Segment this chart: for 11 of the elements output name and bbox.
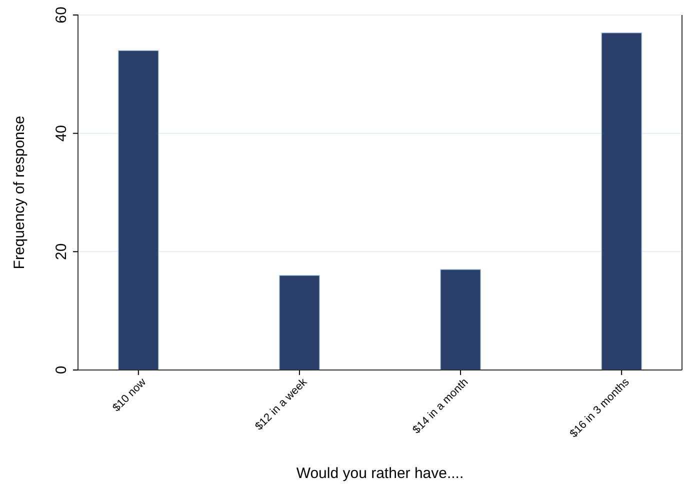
y-tick-label: 0 (53, 366, 70, 374)
x-axis-title: Would you rather have.... (296, 465, 464, 482)
y-tick-label: 60 (53, 6, 70, 24)
bar (118, 50, 159, 370)
y-tick-label: 20 (53, 243, 70, 260)
bar (278, 274, 320, 370)
y-tick-label: 40 (53, 124, 70, 142)
x-tick-label: $10 now (110, 376, 149, 414)
bar (601, 32, 642, 370)
y-axis-title: Frequency of response (11, 116, 28, 270)
bar (440, 269, 482, 370)
